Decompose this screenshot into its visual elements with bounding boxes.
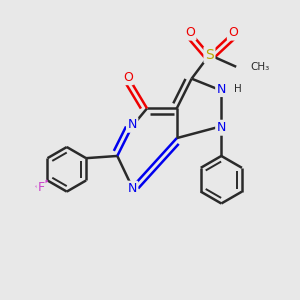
Text: N: N: [128, 118, 137, 131]
Text: N: N: [217, 82, 226, 96]
Text: H: H: [234, 84, 242, 94]
Text: N: N: [217, 121, 226, 134]
Text: N: N: [128, 182, 137, 195]
Text: O: O: [123, 71, 133, 84]
Text: CH₃: CH₃: [250, 62, 270, 72]
Text: O: O: [185, 26, 195, 39]
Text: O: O: [228, 26, 238, 39]
Text: F: F: [38, 181, 44, 194]
Text: S: S: [205, 48, 214, 62]
